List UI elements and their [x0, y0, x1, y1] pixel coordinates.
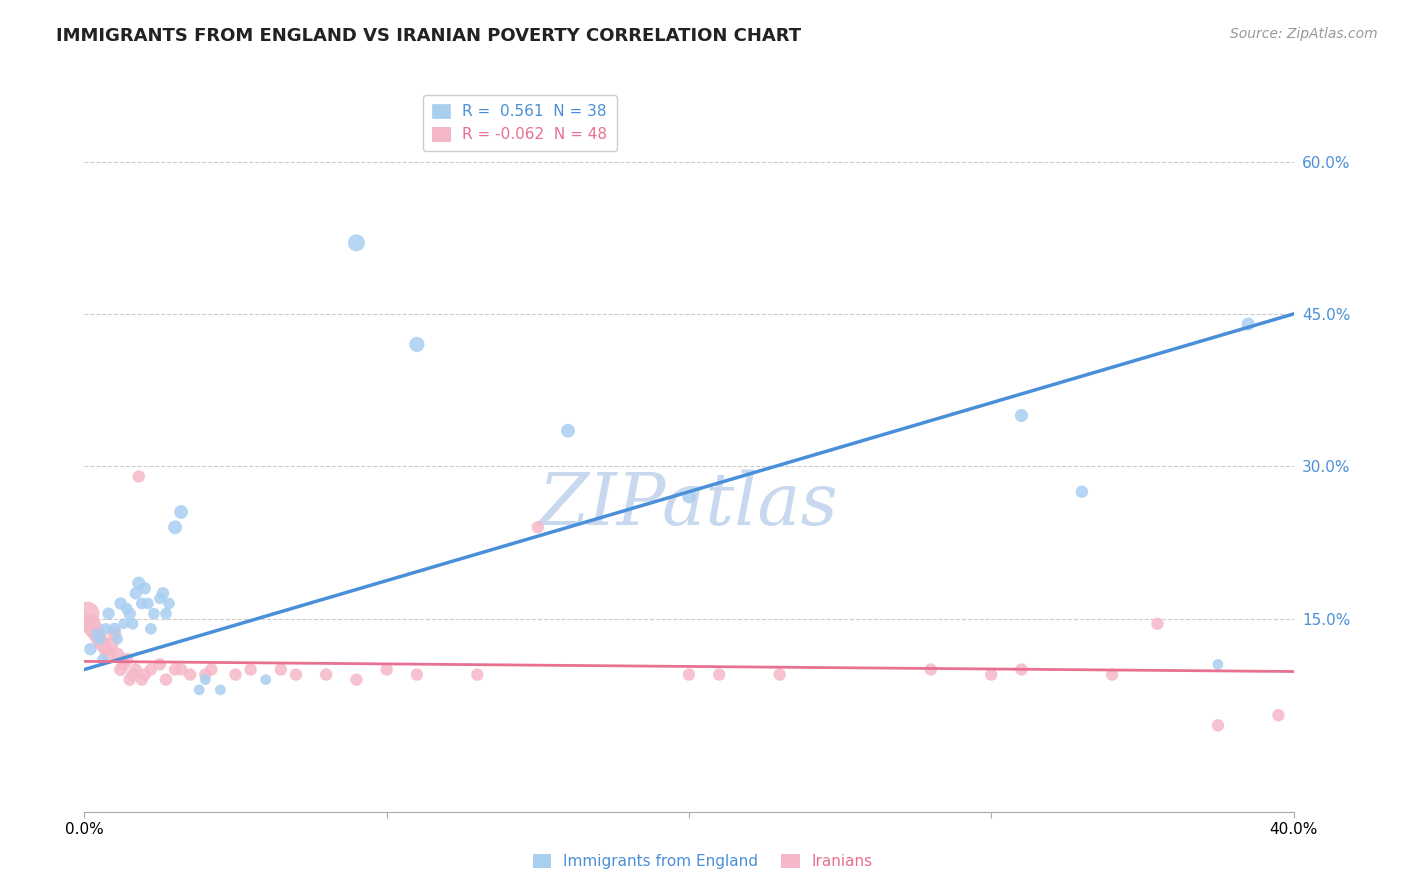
Point — [188, 682, 211, 697]
Point — [1237, 317, 1260, 331]
Point — [179, 667, 201, 681]
Point — [149, 591, 172, 606]
Text: ZIPatlas: ZIPatlas — [538, 469, 839, 540]
Text: Source: ZipAtlas.com: Source: ZipAtlas.com — [1230, 27, 1378, 41]
Point — [709, 667, 731, 681]
Point — [1101, 667, 1123, 681]
Point — [557, 424, 579, 438]
Point — [1011, 663, 1033, 677]
Point — [79, 642, 101, 657]
Point — [94, 642, 117, 657]
Point — [128, 576, 150, 591]
Point — [406, 667, 429, 681]
Point — [194, 673, 217, 687]
Point — [107, 647, 129, 661]
Point — [104, 622, 127, 636]
Point — [86, 627, 108, 641]
Point — [91, 637, 114, 651]
Point — [97, 647, 120, 661]
Point — [406, 337, 429, 351]
Point — [165, 520, 187, 534]
Point — [1206, 657, 1229, 672]
Point — [467, 667, 489, 681]
Point — [110, 663, 132, 677]
Point — [134, 581, 156, 595]
Point — [118, 607, 141, 621]
Point — [131, 597, 153, 611]
Point — [82, 622, 104, 636]
Point — [125, 663, 148, 677]
Point — [200, 663, 222, 677]
Point — [157, 597, 180, 611]
Point — [527, 520, 550, 534]
Point — [1206, 718, 1229, 732]
Point — [346, 673, 368, 687]
Point — [225, 667, 247, 681]
Point — [980, 667, 1002, 681]
Point — [194, 667, 217, 681]
Point — [254, 673, 277, 687]
Point — [112, 657, 135, 672]
Point — [769, 667, 792, 681]
Point — [139, 622, 162, 636]
Point — [94, 622, 117, 636]
Legend: Immigrants from England, Iranians: Immigrants from England, Iranians — [527, 848, 879, 875]
Point — [678, 667, 700, 681]
Text: IMMIGRANTS FROM ENGLAND VS IRANIAN POVERTY CORRELATION CHART: IMMIGRANTS FROM ENGLAND VS IRANIAN POVER… — [56, 27, 801, 45]
Point — [149, 657, 172, 672]
Point — [1011, 409, 1033, 423]
Point — [118, 673, 141, 687]
Point — [89, 632, 111, 646]
Point — [170, 505, 193, 519]
Point — [315, 667, 337, 681]
Point — [121, 667, 143, 681]
Point — [115, 601, 138, 615]
Point — [285, 667, 308, 681]
Point — [139, 663, 162, 677]
Point — [678, 490, 700, 504]
Point — [110, 597, 132, 611]
Point — [152, 586, 174, 600]
Point — [76, 607, 98, 621]
Point — [209, 682, 232, 697]
Point — [79, 616, 101, 631]
Point — [170, 663, 193, 677]
Point — [136, 597, 159, 611]
Point — [97, 607, 120, 621]
Point — [142, 607, 165, 621]
Point — [165, 663, 187, 677]
Point — [375, 663, 398, 677]
Point — [89, 632, 111, 646]
Point — [112, 616, 135, 631]
Point — [155, 607, 177, 621]
Point — [239, 663, 262, 677]
Point — [100, 637, 122, 651]
Point — [131, 673, 153, 687]
Point — [346, 235, 368, 250]
Point — [128, 469, 150, 483]
Point — [134, 667, 156, 681]
Legend: R =  0.561  N = 38, R = -0.062  N = 48: R = 0.561 N = 38, R = -0.062 N = 48 — [423, 95, 617, 152]
Point — [107, 632, 129, 646]
Point — [115, 652, 138, 666]
Point — [86, 627, 108, 641]
Point — [155, 673, 177, 687]
Point — [91, 652, 114, 666]
Point — [920, 663, 942, 677]
Point — [104, 627, 127, 641]
Point — [1267, 708, 1289, 723]
Point — [1071, 484, 1094, 499]
Point — [1146, 616, 1168, 631]
Point — [121, 616, 143, 631]
Point — [125, 586, 148, 600]
Point — [270, 663, 292, 677]
